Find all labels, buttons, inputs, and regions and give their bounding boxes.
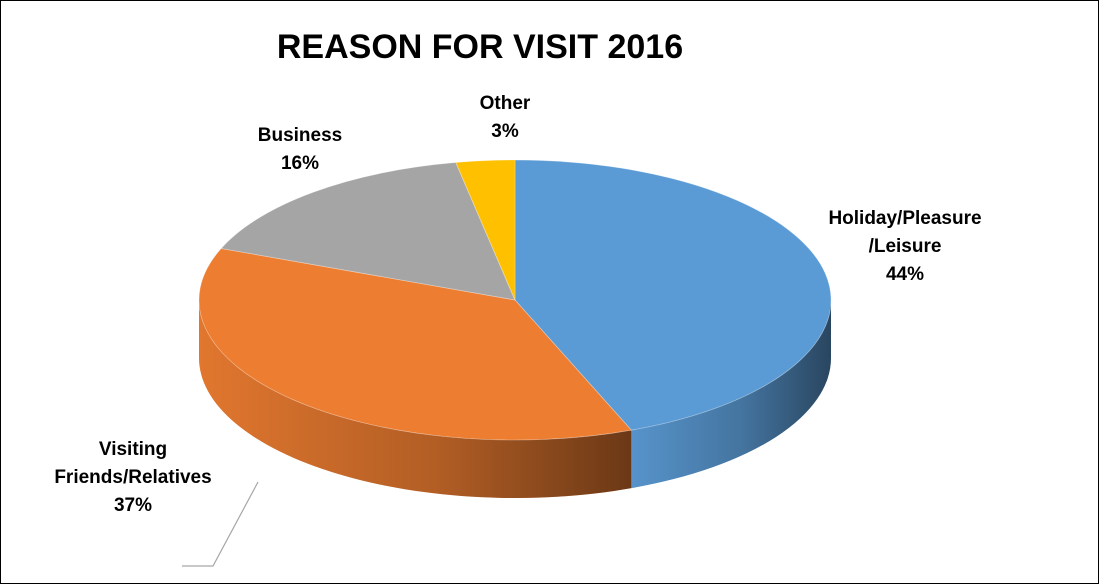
slice-label-other: Other 3% [450, 90, 560, 146]
slice-label-visiting-line1: Visiting [98, 439, 168, 460]
pie-slice-4 [455, 159, 516, 301]
pie-slice-3 [220, 162, 516, 301]
slice-label-visiting: Visiting Friends/Relatives 37% [28, 436, 238, 520]
slice-value-business: 16% [280, 153, 320, 174]
slice-label-visiting-line2: Friends/Relatives [54, 467, 212, 488]
slice-label-business-line1: Business [257, 125, 343, 146]
pie-slice-2 [198, 248, 633, 441]
slice-label-other-line1: Other [479, 93, 531, 114]
slice-value-holiday: 44% [885, 264, 925, 285]
pie-slice-side-shade-2 [199, 300, 632, 499]
slice-label-holiday-line2: /Leisure [868, 236, 942, 257]
slice-label-holiday: Holiday/Pleasure /Leisure 44% [810, 205, 1000, 289]
slice-value-visiting: 37% [113, 495, 153, 516]
pie-top-layer [198, 159, 832, 441]
leader-line [182, 481, 259, 567]
pie-side-layer [199, 300, 831, 499]
pie-slice-1 [514, 159, 832, 431]
pie-slice-side-shade-1 [631, 300, 831, 489]
chart-title: REASON FOR VISIT 2016 [276, 28, 684, 66]
slice-value-other: 3% [491, 121, 519, 142]
slice-label-holiday-line1: Holiday/Pleasure [828, 208, 982, 229]
slice-label-business: Business 16% [240, 122, 360, 178]
